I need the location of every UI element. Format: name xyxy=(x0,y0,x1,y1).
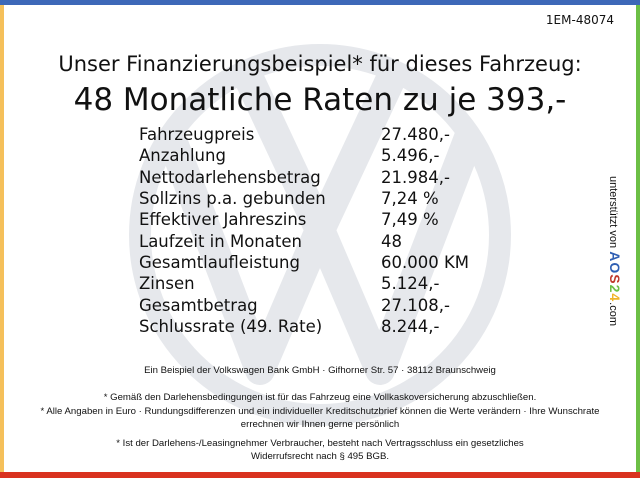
table-row: Sollzins p.a. gebunden 7,24 % xyxy=(139,188,469,209)
row-value: 27.108,- xyxy=(381,295,450,315)
row-value: 5.124,- xyxy=(381,274,440,294)
note-euro: * Alle Angaben in Euro · Rundungsdiffere… xyxy=(40,406,600,430)
finance-table: Fahrzeugpreis 27.480,- Anzahlung 5.496,- Net… xyxy=(139,124,469,337)
row-value: 27.480,- xyxy=(381,125,450,145)
table-row: Zinsen 5.124,- xyxy=(139,273,469,294)
right-border xyxy=(636,5,640,473)
bank-line: Ein Beispiel der Volkswagen Bank GmbH · … xyxy=(144,365,496,376)
row-value: 8.244,- xyxy=(381,316,440,336)
vw-logo-icon xyxy=(129,44,511,426)
sponsor-suffix: .com xyxy=(607,302,619,326)
headline: Unser Finanzierungsbeispiel* für dieses … xyxy=(58,52,582,76)
row-label: Fahrzeugpreis xyxy=(139,125,255,145)
row-value: 21.984,- xyxy=(381,167,450,187)
sponsor-brand: AOS24 xyxy=(607,251,623,303)
row-value: 7,49 % xyxy=(381,210,439,230)
row-value: 7,24 % xyxy=(381,189,439,209)
rate-line: 48 Monatliche Raten zu je 393,- xyxy=(73,82,567,118)
table-row: Effektiver Jahreszins 7,49 % xyxy=(139,209,469,230)
table-row: Anzahlung 5.496,- xyxy=(139,145,469,166)
row-label: Schlussrate (49. Rate) xyxy=(139,316,323,336)
row-label: Anzahlung xyxy=(139,146,226,166)
reference-code: 1EM-48074 xyxy=(545,13,614,27)
table-row: Nettodarlehensbetrag 21.984,- xyxy=(139,167,469,188)
row-label: Gesamtbetrag xyxy=(139,295,258,315)
sponsor-badge: unterstützt von AOS24.com xyxy=(607,176,627,352)
note-withdrawal: * Ist der Darlehens-/Leasingnehmer Verbr… xyxy=(116,438,524,462)
row-label: Effektiver Jahreszins xyxy=(139,210,307,230)
row-label: Sollzins p.a. gebunden xyxy=(139,189,326,209)
top-border xyxy=(0,0,640,5)
row-label: Nettodarlehensbetrag xyxy=(139,167,321,187)
bottom-border xyxy=(0,472,640,478)
row-label: Laufzeit in Monaten xyxy=(139,231,302,251)
left-border xyxy=(0,5,4,473)
row-value: 60.000 KM xyxy=(381,252,470,272)
row-label: Zinsen xyxy=(139,274,195,294)
sponsor-prefix: unterstützt von xyxy=(607,176,619,249)
row-value: 5.496,- xyxy=(381,146,440,166)
note-insurance: * Gemäß den Darlehensbedingungen ist für… xyxy=(103,392,537,403)
row-value: 48 xyxy=(381,231,402,251)
table-row: Schlussrate (49. Rate) 8.244,- xyxy=(139,316,469,337)
table-row: Laufzeit in Monaten 48 xyxy=(139,230,469,251)
table-row: Fahrzeugpreis 27.480,- xyxy=(139,124,469,145)
row-label: Gesamtlaufleistung xyxy=(139,252,300,272)
table-row: Gesamtbetrag 27.108,- xyxy=(139,294,469,315)
table-row: Gesamtlaufleistung 60.000 KM xyxy=(139,252,469,273)
